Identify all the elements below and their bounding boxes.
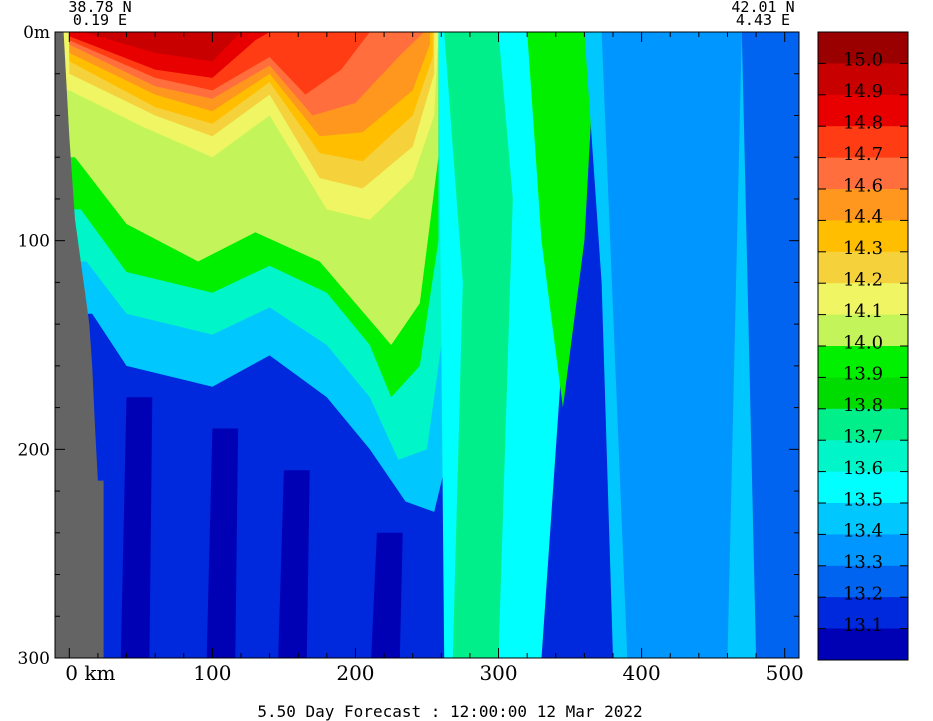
x-tick-label: 0 km: [65, 661, 115, 685]
colorbar-swatch: [818, 220, 908, 253]
right-lat-label: 42.01 N: [731, 0, 794, 16]
x-tick-label: 100: [193, 661, 231, 685]
colorbar-label: 13.7: [843, 427, 883, 448]
colorbar-swatch: [818, 63, 908, 96]
deep-filament: [278, 470, 310, 658]
y-tick-label: 300: [18, 649, 50, 669]
plot-frame: [54, 31, 800, 659]
left-lon-label: 0.19 E: [73, 11, 127, 29]
band-13-2-east: [741, 32, 799, 658]
band-13-3-east: [601, 32, 742, 658]
y-tick-label: 100: [18, 232, 50, 252]
x-tick-label: 300: [479, 661, 517, 685]
right-lon-label: 4.43 E: [736, 11, 790, 29]
colorbar-swatch: [818, 408, 908, 441]
colorbar-swatch: [818, 157, 908, 190]
colorbar-label: 15.0: [843, 50, 883, 71]
deep-filament: [206, 428, 239, 658]
colorbar-label: 13.1: [843, 615, 883, 636]
colorbar: 15.0 14.9 14.8 14.7 14.6 14.4 14.3 14.2 14.1 14.0…: [817, 31, 909, 661]
colorbar-label: 13.9: [843, 364, 883, 385]
colorbar-label: 14.2: [843, 270, 883, 291]
colorbar-swatch: [818, 565, 908, 598]
colorbar-swatch: [818, 377, 908, 410]
colorbar-label: 13.8: [843, 395, 883, 416]
x-tick-label: 200: [336, 661, 374, 685]
colorbar-swatch: [818, 189, 908, 221]
axes: 0m 100 200 300 0 km 100 200 300 400 500: [18, 23, 804, 685]
colorbar-label: 13.4: [843, 521, 883, 542]
colorbar-label: 13.5: [843, 489, 883, 510]
colorbar-swatch: [818, 597, 908, 630]
colorbar-label: 14.8: [843, 113, 883, 134]
forecast-footer: 5.50 Day Forecast : 12:00:00 12 Mar 2022: [257, 702, 642, 721]
deep-filament: [120, 397, 153, 658]
colorbar-swatch: [818, 534, 908, 567]
y-tick-label: 200: [18, 440, 50, 460]
colorbar-label: 14.1: [843, 301, 883, 322]
colorbar-label: 13.6: [843, 458, 883, 479]
plot-area: [55, 32, 799, 658]
colorbar-label: 14.9: [843, 81, 883, 102]
colorbar-label: 14.4: [843, 207, 883, 228]
colorbar-swatch: [818, 628, 908, 661]
colorbar-swatch: [818, 251, 908, 284]
colorbar-swatch: [818, 471, 908, 504]
colorbar-label: 13.3: [843, 552, 883, 573]
band-13-7-column: [444, 32, 513, 658]
colorbar-label: 14.3: [843, 238, 883, 259]
colorbar-label: 14.0: [843, 332, 883, 353]
colorbar-swatch: [818, 503, 908, 535]
colorbar-swatch: [818, 314, 908, 347]
colorbar-swatch: [818, 126, 908, 159]
land-mask: [55, 32, 104, 658]
colorbar-swatch: [818, 440, 908, 473]
colorbar-swatch: [818, 283, 908, 316]
deep-filament: [371, 532, 403, 658]
x-tick-label: 400: [623, 661, 661, 685]
colorbar-label: 13.2: [843, 584, 883, 605]
x-tick-label: 500: [766, 661, 804, 685]
colorbar-swatch: [818, 32, 908, 64]
band-13-9-column: [527, 32, 596, 408]
colorbar-swatch: [818, 94, 908, 127]
y-tick-label: 0m: [23, 23, 50, 43]
colorbar-swatch: [818, 346, 908, 378]
band-14-9: [83, 32, 241, 62]
colorbar-label: 14.7: [843, 144, 883, 165]
colorbar-label: 14.6: [843, 175, 883, 196]
left-lat-label: 38.78 N: [68, 0, 131, 16]
